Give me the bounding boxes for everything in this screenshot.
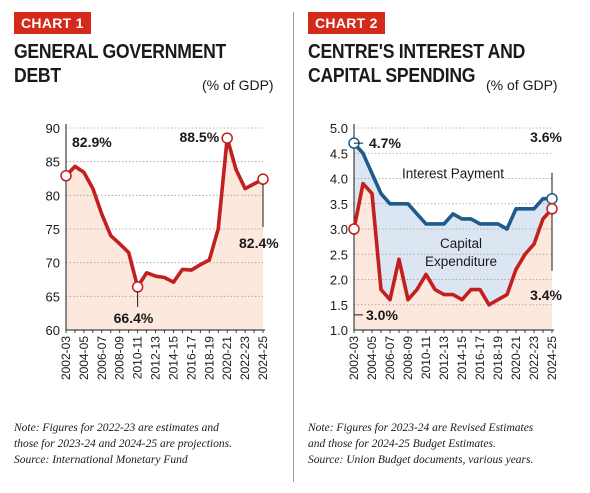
y-tick-label: 70 [46, 256, 60, 271]
y-tick-label: 60 [46, 323, 60, 338]
chart-1-title-line1: GENERAL GOVERNMENT [14, 41, 227, 63]
chart-1-note: Note: Figures for 2022-23 are estimates … [14, 420, 290, 468]
y-tick-label: 5.0 [330, 121, 348, 136]
x-tick-label: 2002-03 [347, 336, 361, 380]
chart-2-source: Source: Union Budget documents, various … [308, 454, 534, 466]
x-tick-label: 2002-03 [59, 336, 73, 380]
annotation-leader-line [353, 234, 363, 316]
x-tick-label: 2024-25 [545, 336, 559, 380]
chart-2-tag: CHART 2 [308, 12, 385, 34]
data-point-marker [257, 173, 269, 185]
series-label-capital: Capital [440, 236, 482, 251]
y-tick-label: 1.0 [330, 323, 348, 338]
data-label-capex-2002-03: 3.0% [366, 307, 398, 323]
y-tick-label: 85 [46, 155, 60, 170]
data-label-capex-2024-25: 3.4% [530, 287, 562, 303]
data-point-marker [131, 281, 144, 293]
y-tick-label: 90 [46, 121, 60, 136]
y-tick-label: 4.0 [330, 172, 348, 187]
y-tick-label: 80 [46, 188, 60, 203]
debt-line [64, 136, 265, 289]
chart-1-unit: (% of GDP) [202, 77, 274, 93]
chart-2-unit: (% of GDP) [486, 77, 558, 93]
data-label-interest-2024-25: 3.6% [530, 129, 562, 145]
x-tick-label: 2004-05 [77, 336, 91, 380]
capex-area-fill [354, 183, 552, 330]
x-tick-label: 2014-15 [166, 336, 180, 380]
chart-2-note: Note: Figures for 2023-24 are Revised Es… [308, 420, 584, 468]
y-tick-label: 3.0 [330, 222, 348, 237]
x-tick-label: 2006-07 [95, 336, 109, 380]
x-tick-label: 2012-13 [437, 336, 451, 380]
x-tick-label: 2018-19 [202, 336, 216, 380]
x-tick-label: 2018-19 [491, 336, 505, 380]
y-tick-label: 3.5 [330, 197, 348, 212]
chart-2-panel: CHART 2 CENTRE'S INTEREST AND CAPITAL SP… [300, 0, 586, 493]
chart-2-title-line1: CENTRE'S INTEREST AND [308, 41, 526, 63]
x-tick-label: 2008-09 [401, 336, 415, 380]
data-label-2020-21: 88.5% [179, 129, 219, 145]
x-tick-label: 2020-21 [509, 336, 523, 380]
x-tick-label: 2012-13 [149, 336, 163, 380]
data-point-marker [221, 132, 233, 144]
chart-1-panel: CHART 1 GENERAL GOVERNMENT DEBT (% of GD… [6, 0, 292, 493]
chart-1-title: GENERAL GOVERNMENT DEBT [14, 40, 226, 88]
x-tick-label: 2010-11 [419, 336, 433, 379]
x-tick-label: 2020-21 [220, 336, 234, 380]
data-point-marker [546, 192, 558, 205]
chart-2-note-line1: Note: Figures for 2023-24 are Revised Es… [308, 422, 534, 434]
data-point-marker [546, 203, 558, 215]
series-label-expenditure: Expenditure [425, 254, 497, 269]
data-label-2010-11: 66.4% [114, 310, 154, 326]
data-point-marker [348, 223, 360, 235]
y-tick-label: 75 [46, 222, 60, 237]
y-tick-label: 1.5 [330, 298, 348, 313]
capital-expenditure-line [352, 181, 554, 307]
x-tick-label: 2010-11 [131, 336, 145, 379]
chart-1-source: Source: International Monetary Fund [14, 454, 188, 466]
series-label-interest-payment: Interest Payment [402, 166, 504, 181]
y-tick-label: 2.0 [330, 273, 348, 288]
data-label-2002-03: 82.9% [72, 134, 112, 150]
chart-2-title: CENTRE'S INTEREST AND CAPITAL SPENDING [308, 40, 525, 88]
y-tick-label: 4.5 [330, 146, 348, 161]
interest-payment-line [352, 141, 554, 231]
x-tick-label: 2024-25 [256, 336, 270, 380]
chart-1-title-line2: DEBT [14, 65, 61, 87]
y-tick-label: 65 [46, 289, 60, 304]
x-tick-label: 2014-15 [455, 336, 469, 380]
x-tick-label: 2004-05 [365, 336, 379, 380]
interest-band-fill [354, 143, 552, 305]
x-tick-label: 2016-17 [184, 336, 198, 380]
x-tick-label: 2016-17 [473, 336, 487, 380]
x-tick-label: 2022-23 [238, 336, 252, 380]
chart-1-note-line2: those for 2023-24 and 2024-25 are projec… [14, 438, 232, 450]
data-point-marker [60, 170, 72, 182]
debt-area-fill [66, 138, 263, 330]
panel-divider [293, 12, 294, 482]
x-tick-label: 2006-07 [383, 336, 397, 380]
chart-1-note-line1: Note: Figures for 2022-23 are estimates … [14, 422, 219, 434]
x-tick-label: 2022-23 [527, 336, 541, 380]
chart-2-title-line2: CAPITAL SPENDING [308, 65, 476, 87]
chart-2-note-line2: and those for 2024-25 Budget Estimates. [308, 438, 496, 450]
chart-1-svg: 60 65 70 75 80 85 90 2002-03 2004-05 2006-07 2008-… [46, 121, 280, 380]
x-tick-label: 2008-09 [113, 336, 127, 380]
data-label-interest-2002-03: 4.7% [369, 135, 401, 151]
data-label-2024-25: 82.4% [239, 235, 279, 251]
chart-1-tag: CHART 1 [14, 12, 91, 34]
chart-2-svg: 1.0 1.5 2.0 2.5 3.0 3.5 4.0 4.5 5.0 2002-03 2004-0… [330, 121, 563, 380]
y-tick-label: 2.5 [330, 247, 348, 262]
